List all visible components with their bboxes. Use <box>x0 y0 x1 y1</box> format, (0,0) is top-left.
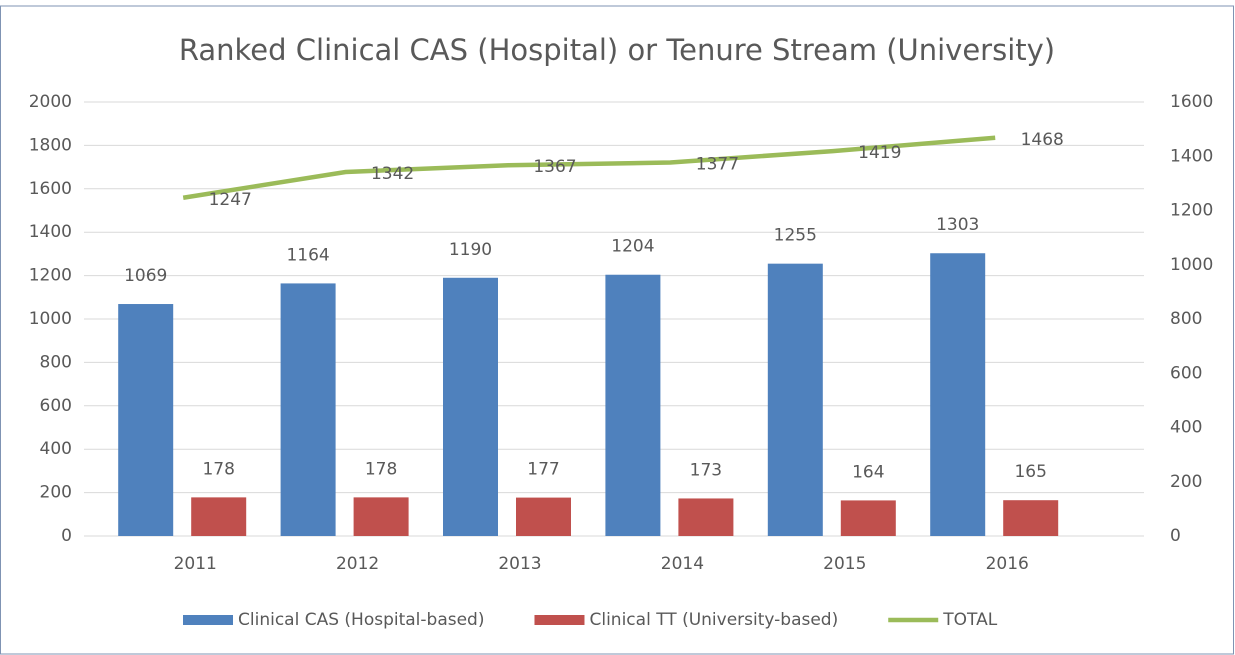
x-tick-label: 2013 <box>498 554 541 574</box>
data-label: 1164 <box>286 245 329 265</box>
data-label: 1377 <box>696 154 739 174</box>
bar <box>280 283 336 536</box>
y-tick-label: 2000 <box>29 92 72 112</box>
data-label: 1419 <box>858 143 901 163</box>
bar <box>605 274 661 536</box>
y-tick-label: 200 <box>40 483 72 503</box>
y-tick-label: 1800 <box>29 135 72 155</box>
y-tick-label: 1200 <box>29 266 72 286</box>
bar <box>840 500 896 536</box>
y2-tick-label: 200 <box>1170 472 1202 492</box>
legend-label: Clinical CAS (Hospital-based) <box>238 610 484 630</box>
x-tick-label: 2011 <box>174 554 217 574</box>
bar <box>678 498 734 536</box>
data-label: 177 <box>527 460 559 480</box>
bar <box>930 253 986 536</box>
y2-tick-label: 1200 <box>1170 201 1213 221</box>
bar <box>443 277 498 536</box>
bar <box>516 497 571 536</box>
data-label: 1247 <box>209 190 252 210</box>
y2-tick-label: 0 <box>1170 526 1181 546</box>
data-label: 1367 <box>533 157 576 177</box>
bar <box>118 304 174 536</box>
y2-tick-label: 600 <box>1170 363 1202 383</box>
bar <box>767 263 823 536</box>
data-label: 1204 <box>611 237 654 257</box>
data-label: 165 <box>1014 462 1046 482</box>
x-tick-label: 2015 <box>823 554 866 574</box>
bar <box>1003 500 1059 536</box>
data-label: 173 <box>690 460 722 480</box>
y2-tick-label: 1400 <box>1170 146 1213 166</box>
y-tick-label: 1000 <box>29 309 72 329</box>
bar <box>191 497 247 536</box>
data-label: 1303 <box>936 215 979 235</box>
data-label: 164 <box>852 462 884 482</box>
bar <box>353 497 409 536</box>
x-tick-label: 2012 <box>336 554 379 574</box>
x-tick-label: 2014 <box>661 554 704 574</box>
x-tick-label: 2016 <box>986 554 1029 574</box>
line <box>182 135 996 200</box>
y2-tick-label: 1600 <box>1170 92 1213 112</box>
y-tick-label: 1600 <box>29 179 72 199</box>
y2-tick-label: 800 <box>1170 309 1202 329</box>
data-label: 1069 <box>124 266 167 286</box>
y-tick-label: 1400 <box>29 222 72 242</box>
data-label: 178 <box>202 459 234 479</box>
y-tick-label: 0 <box>61 526 72 546</box>
chart-title: Ranked Clinical CAS (Hospital) or Tenure… <box>179 33 1055 67</box>
data-label: 1468 <box>1021 130 1064 150</box>
data-label: 1255 <box>774 226 817 246</box>
data-label: 1342 <box>371 164 414 184</box>
y2-tick-label: 400 <box>1170 418 1202 438</box>
legend-swatch <box>183 615 233 625</box>
y-tick-label: 400 <box>40 439 72 459</box>
legend-swatch <box>534 615 585 625</box>
y-tick-label: 600 <box>40 396 72 416</box>
data-label: 178 <box>365 459 397 479</box>
data-label: 1190 <box>449 240 492 260</box>
legend-label: TOTAL <box>942 610 997 630</box>
legend-label: Clinical TT (University-based) <box>589 610 838 630</box>
y2-tick-label: 1000 <box>1170 255 1213 275</box>
y-tick-label: 800 <box>40 352 72 372</box>
